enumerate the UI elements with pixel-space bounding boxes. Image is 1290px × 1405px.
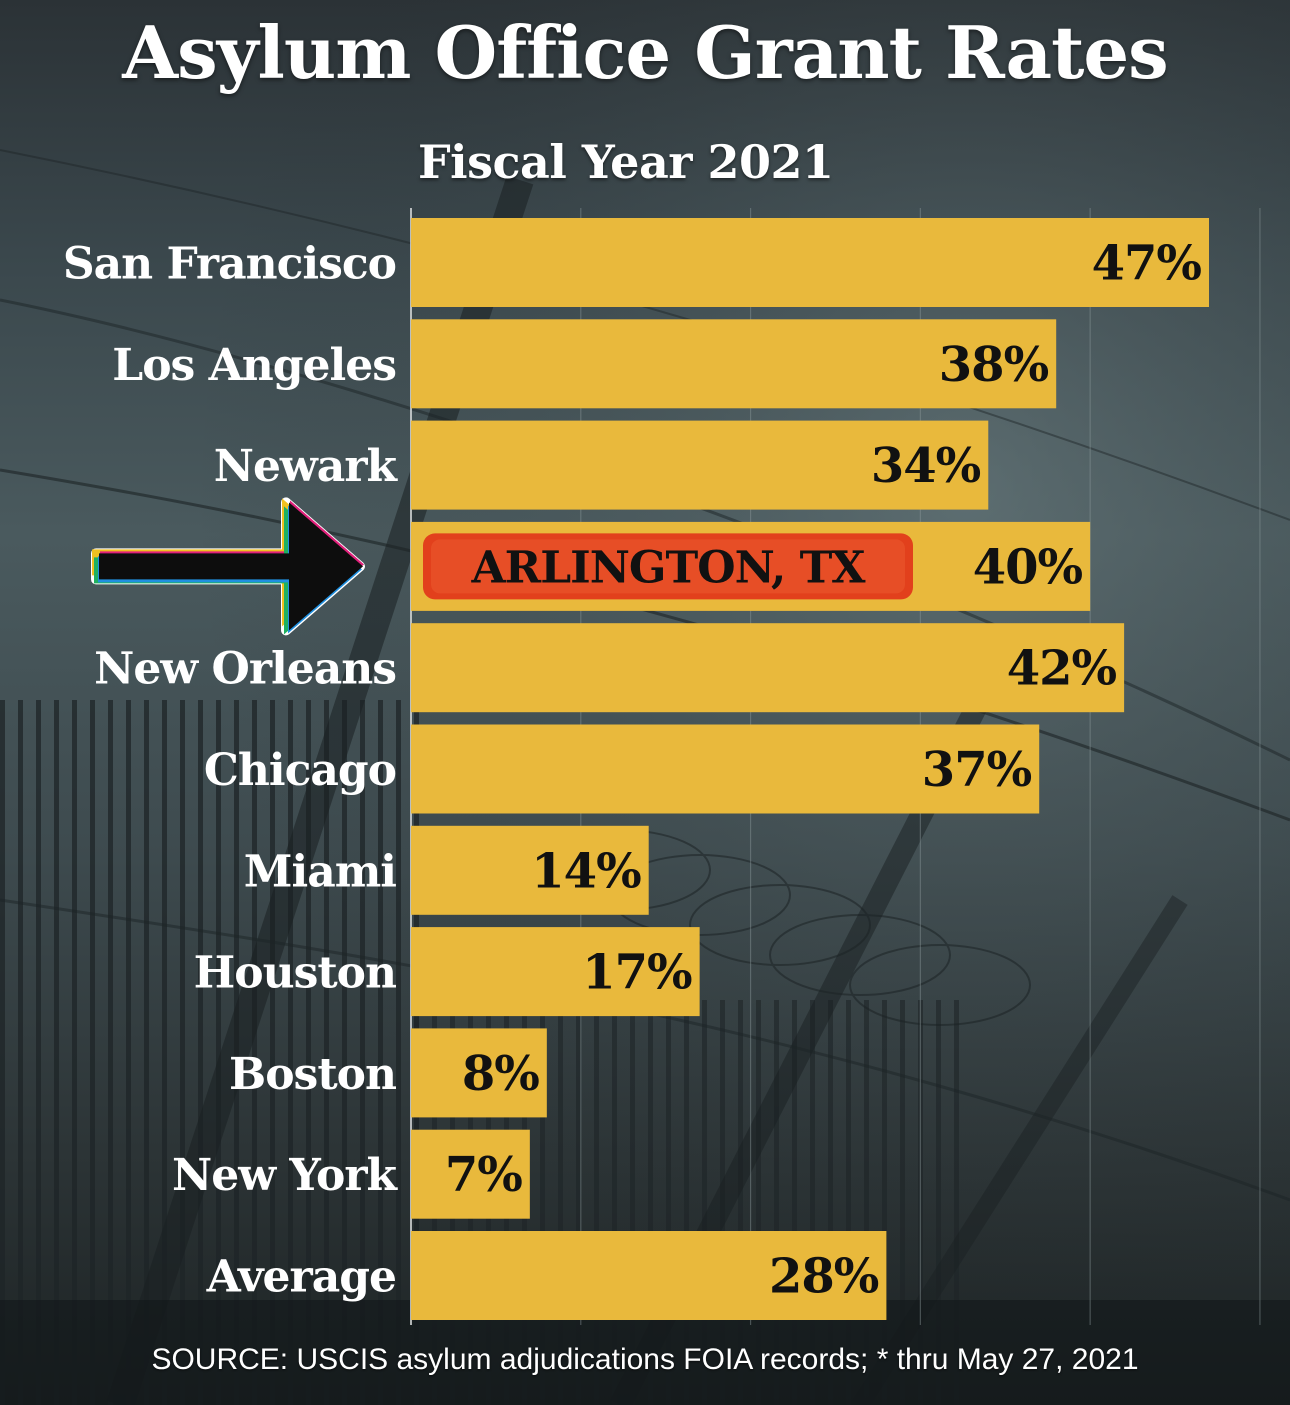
bar [411,825,649,915]
value-label: 34% [871,438,981,494]
value-label: 17% [582,945,692,1001]
value-label: 14% [531,843,641,899]
bar [411,623,1125,713]
category-label: New York [172,1150,399,1201]
category-label: Houston [194,948,396,999]
bar [411,1231,887,1320]
value-label: 42% [1007,641,1117,697]
value-label: 37% [922,742,1032,798]
chart-title: Asylum Office Grant Rates [122,10,1168,95]
callout-label-box [423,533,913,600]
category-label: Average [206,1252,396,1303]
callout-label-glow [431,539,905,594]
category-label: Chicago [204,745,396,796]
right-arrow-icon [91,497,365,636]
bar [411,927,700,1017]
bar [411,420,989,510]
chart-subtitle: Fiscal Year 2021 [418,135,834,189]
category-label: Newark [214,441,399,492]
value-label: 28% [769,1249,879,1305]
arrow-core [99,502,363,631]
bar [411,724,1040,814]
category-label: New Orleans [94,644,396,695]
category-label: San Francisco [63,239,396,290]
callout-label: ARLINGTON, TX [423,533,913,600]
bar [411,1028,547,1118]
category-label: Boston [229,1049,396,1100]
bar [411,1129,530,1219]
bar [411,319,1057,409]
value-label: 7% [445,1147,522,1203]
category-label: Miami [244,846,396,897]
value-label: 40% [973,539,1083,595]
category-label: Los Angeles [112,340,396,391]
value-label: 47% [1092,236,1202,292]
value-label: 38% [939,337,1049,393]
value-label: 8% [462,1046,539,1102]
bar [411,218,1209,307]
callout-label-text: ARLINGTON, TX [470,542,866,593]
source-note: SOURCE: USCIS asylum adjudications FOIA … [151,1343,1139,1376]
